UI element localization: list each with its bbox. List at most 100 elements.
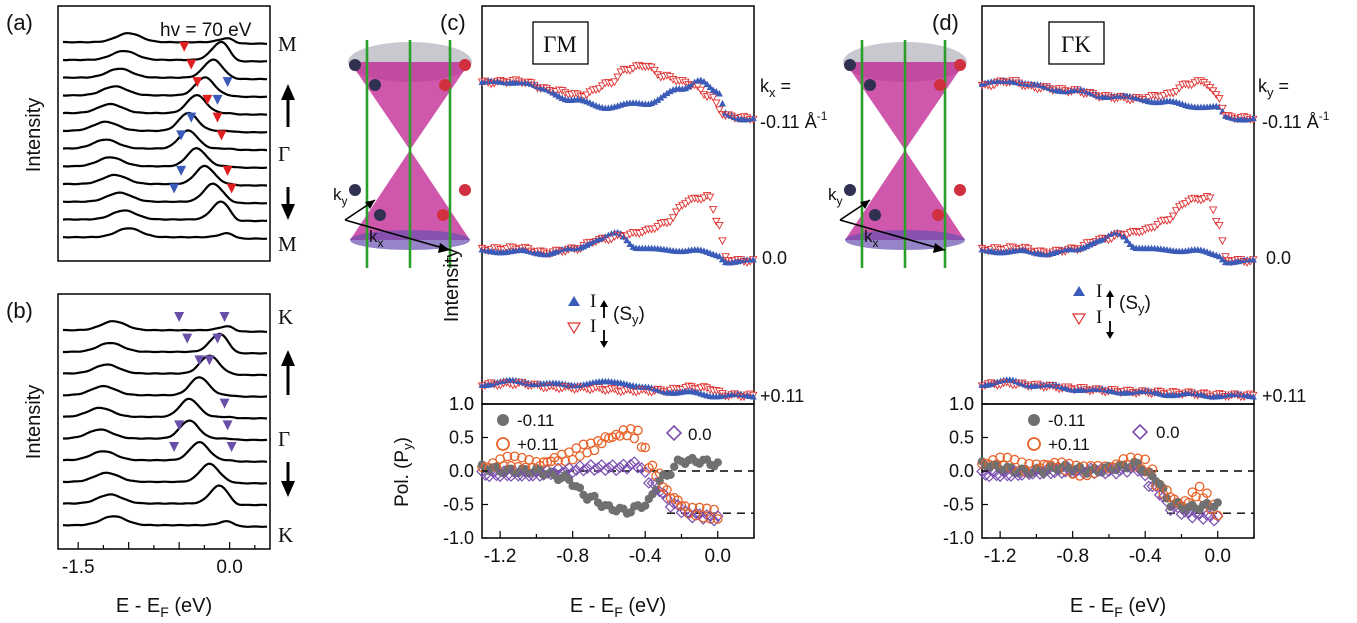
side-label-b-top: K: [278, 305, 293, 329]
spin-down-point: [671, 208, 681, 217]
pol-pos-point: [640, 442, 651, 453]
pol-zero-point: [592, 461, 604, 474]
spin-sphere: [437, 209, 449, 221]
peak-marker: [226, 442, 237, 452]
peak-marker: [219, 398, 230, 409]
peak-marker: [202, 94, 213, 105]
pol-neg-point: [564, 475, 574, 485]
pol-zero-point: [581, 462, 594, 475]
panel-c-axes: 1.00.50.0-0.5-1.0-1.2 -0.8 -0.4 0.01.0: [443, 394, 755, 567]
pol-pos-point: [589, 445, 600, 456]
pol-pos-marker-icon: [1027, 437, 1041, 451]
spin-sphere: [459, 59, 471, 71]
spin-up-point: [1126, 240, 1134, 248]
panel-c-k-row-1: -0.11 Å-1: [760, 109, 828, 132]
pol-zero-marker-icon: [1131, 423, 1149, 441]
inset-ky-label: ky: [333, 185, 348, 208]
pol-pos-point: [1194, 481, 1205, 492]
peak-marker: [179, 41, 190, 52]
panel-a-frame: [57, 5, 271, 262]
spin-up-point: [657, 94, 665, 101]
spin-down-point: [613, 73, 622, 82]
spin-up-point: [685, 83, 693, 90]
hv-label: hv = 70 eV: [160, 20, 252, 41]
x-tick-label: 0.0: [216, 557, 242, 578]
panel-c-k-header: kx =: [760, 76, 791, 100]
spin-up-point: [715, 252, 723, 260]
panel-label-d: (d): [932, 10, 959, 35]
peak-marker: [212, 112, 223, 123]
panel-d-direction-box: [1048, 21, 1105, 65]
peak-marker: [219, 312, 230, 322]
pol-pos-point: [538, 457, 549, 468]
spin-down-point: [705, 193, 715, 202]
panel-c-pol-legend: -0.11 +0.11 0.0: [496, 411, 712, 454]
panel-c-spectra: [477, 61, 758, 402]
edc-curve: [62, 227, 268, 240]
panel-c-ylabel: Intensity: [441, 248, 463, 322]
spin-down-point: [1171, 88, 1181, 96]
pol-zero-point: [570, 464, 583, 476]
y-tick-label: 0.0: [949, 461, 974, 481]
up-arrow-icon: [1106, 290, 1114, 308]
spin-up-point: [1123, 236, 1131, 244]
panel-d-top-frame: [981, 5, 1255, 405]
panel-c-polarization: [476, 424, 754, 527]
peak-marker: [176, 130, 187, 141]
pol-pos-point: [1002, 452, 1013, 463]
peak-marker: [174, 420, 185, 431]
kx-axis-line: [344, 219, 451, 251]
pol-zero-point: [1182, 506, 1195, 519]
kx-axis-line: [839, 219, 946, 251]
y-tick-label: -0.5: [443, 495, 474, 515]
side-label-a-top: M: [278, 32, 297, 56]
pol-zero-point: [1193, 508, 1206, 520]
pol-legend-zero: 0.0: [1156, 423, 1180, 442]
spin-up-point: [700, 78, 708, 85]
spin-down-point: [718, 237, 727, 246]
panel-a-peak-markers: [169, 41, 237, 194]
spin-up-point: [749, 256, 757, 263]
peak-marker: [226, 183, 237, 194]
spin-down-point: [1205, 194, 1215, 203]
spin-up-point: [1249, 256, 1257, 263]
pol-zero-point: [610, 464, 623, 477]
pol-zero-point: [668, 497, 681, 510]
edc-curve: [62, 376, 267, 398]
pol-legend-neg: -0.11: [1048, 411, 1086, 430]
spin-down-point: [665, 218, 675, 227]
edc-curve: [62, 320, 267, 333]
edc-curve: [63, 147, 268, 169]
panel-c-pol-ylabel: Pol. (Py): [392, 437, 415, 507]
edc-curve: [62, 32, 267, 45]
panel-label-c: (c): [440, 10, 466, 35]
pol-zero-point: [606, 459, 619, 471]
side-label-a-mid: Γ: [278, 142, 290, 166]
edc-curve: [63, 332, 268, 355]
spin-up-point: [623, 236, 631, 244]
spin-down-point: [610, 78, 619, 87]
pol-pos-point: [542, 457, 553, 467]
spin-up-point: [586, 239, 594, 247]
panel-a-edc-curves: [62, 32, 268, 240]
side-label-b-mid: Γ: [278, 427, 290, 451]
spin-down-point: [1218, 237, 1227, 246]
peak-marker: [186, 59, 197, 70]
spin-sphere: [459, 184, 471, 196]
pol-pos-point: [1212, 510, 1223, 521]
pol-zero-point: [708, 514, 720, 527]
x-tick-label: -0.4: [629, 546, 662, 567]
pol-zero-point: [599, 464, 612, 477]
legend-sy-label: (Sy): [613, 304, 645, 327]
inset-ky-sub: y: [837, 194, 843, 208]
pol-zero-point: [574, 460, 586, 472]
spin-up-point: [706, 83, 714, 91]
pol-pos-point: [662, 485, 672, 495]
panel-a-ylabel: Intensity: [23, 98, 45, 172]
spin-down-point: [1165, 216, 1175, 225]
panel-c-xlabel: E - EF (eV): [570, 595, 666, 620]
edc-curve: [62, 397, 268, 420]
peak-marker: [176, 165, 187, 176]
